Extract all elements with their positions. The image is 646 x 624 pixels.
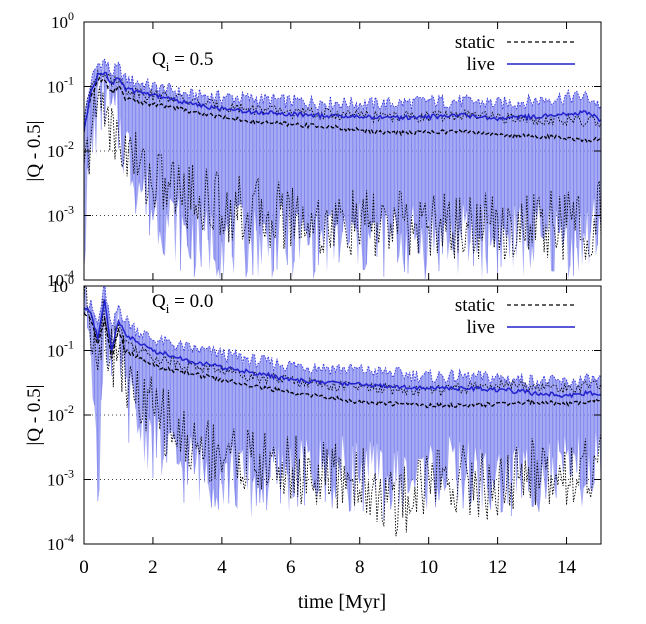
xtick-label-2: 4 <box>217 557 227 578</box>
x-axis-bottom: 0 2 4 6 8 10 12 14 <box>79 286 577 578</box>
envelope-static-lo-top <box>84 86 601 261</box>
ytick-label-top-3: 10-3 <box>47 203 74 226</box>
xtick-label-6: 12 <box>488 557 507 578</box>
envelope-live-hi-top <box>84 58 601 126</box>
xtick-label-4: 8 <box>355 557 365 578</box>
ytick-label-bottom-1: 10-1 <box>47 338 74 361</box>
xtick-label-7: 14 <box>557 557 577 578</box>
marks-top <box>84 58 601 280</box>
x-ticks-top <box>83 22 568 280</box>
legend-top: static live <box>455 32 575 75</box>
xtick-label-5: 10 <box>419 557 438 578</box>
xtick-label-1: 2 <box>148 557 158 578</box>
ytick-label-top-0: 100 <box>51 9 74 32</box>
series-live-bottom <box>84 299 601 399</box>
xlabel-bottom: time [Myr] <box>298 591 386 613</box>
xtick-label-3: 6 <box>286 557 296 578</box>
ylabel-top: |Q - 0.5| <box>24 121 45 182</box>
annotation-top: Qi = 0.5 <box>152 49 213 74</box>
ytick-label-top-4: 10-4 <box>47 267 74 290</box>
series-static-bottom <box>84 312 601 409</box>
ytick-label-top-1: 10-1 <box>47 74 74 97</box>
y-axis-bottom: 100 10-1 10-2 10-3 10-4 <box>47 273 601 554</box>
annotation-bottom: Qi = 0.0 <box>152 291 213 316</box>
legend-bottom-static-label: static <box>455 295 495 316</box>
ytick-label-bottom-2: 10-2 <box>47 402 74 425</box>
series-live-top <box>84 71 601 131</box>
ytick-label-bottom-3: 10-3 <box>47 467 74 490</box>
ytick-label-bottom-4: 10-4 <box>47 531 74 554</box>
ylabel-bottom: |Q - 0.5| <box>24 385 45 446</box>
y-axis-top: 100 10-1 10-2 10-3 10-4 <box>47 9 601 290</box>
legend-top-static-label: static <box>455 32 495 53</box>
panel-bottom: 100 10-1 10-2 10-3 10-4 0 2 4 6 8 10 12 14 |Q - 0.5… <box>24 273 602 613</box>
legend-bottom-live-label: live <box>467 317 496 338</box>
envelope-live-hi-bottom <box>84 286 601 390</box>
series-static-top <box>84 76 601 144</box>
ytick-label-top-2: 10-2 <box>47 138 74 161</box>
marks-bottom <box>84 286 601 537</box>
panel-top: 100 10-1 10-2 10-3 10-4 |Q - 0.5| Qi = 0.5 s… <box>24 9 602 290</box>
xtick-label-0: 0 <box>79 557 89 578</box>
ytick-label-bottom-0: 100 <box>51 273 74 296</box>
legend-top-live-label: live <box>467 54 496 75</box>
envelope-static-lo-bottom <box>84 286 601 537</box>
legend-bottom: static live <box>455 295 575 338</box>
